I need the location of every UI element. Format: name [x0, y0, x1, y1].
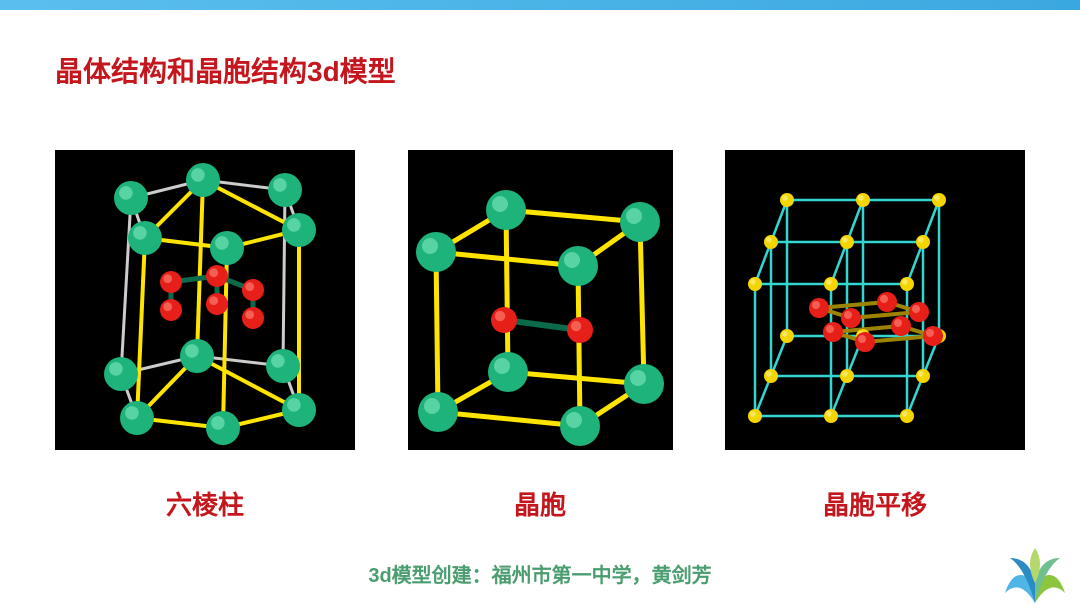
caption-unit-cell: 晶胞 [514, 485, 566, 522]
panel-translation: 晶胞平移 [725, 150, 1025, 522]
hex-prism-diagram [55, 150, 355, 450]
translation-diagram [725, 150, 1025, 450]
caption-hex-prism: 六棱柱 [166, 485, 244, 522]
panel-unit-cell: 晶胞 [390, 150, 690, 522]
panel-row: 六棱柱 晶胞 晶胞平移 [55, 150, 1025, 522]
credit-line: 3d模型创建：福州市第一中学，黄剑芳 [0, 559, 1080, 588]
page-title-text: 晶体结构和晶胞结构3d模型 [55, 56, 396, 87]
lotus-icon [990, 538, 1080, 608]
panel-hex-prism: 六棱柱 [55, 150, 355, 522]
credit-text: 3d模型创建：福州市第一中学，黄剑芳 [368, 565, 711, 587]
unit-cell-diagram [408, 150, 673, 450]
top-accent-bar [0, 0, 1080, 10]
page-title: 晶体结构和晶胞结构3d模型 [55, 50, 396, 90]
caption-translation: 晶胞平移 [823, 485, 927, 522]
